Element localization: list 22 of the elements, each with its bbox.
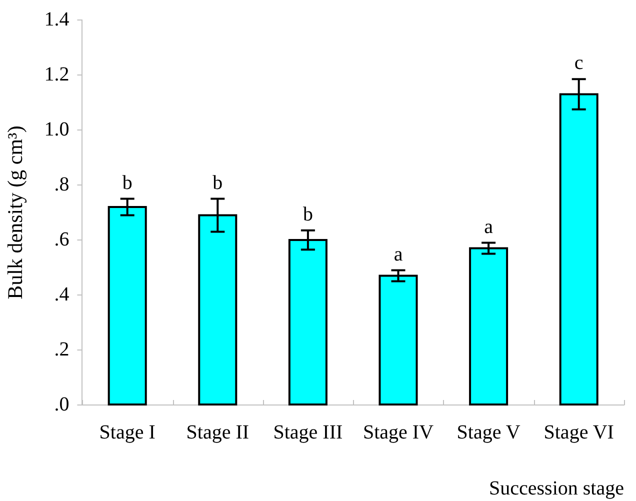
x-tick-label: Stage III [273,421,343,444]
y-tick-label: .6 [54,228,70,250]
y-axis-title: Bulk density (g cm³) [3,126,28,300]
annotation: b [302,203,313,226]
annotation: b [212,172,223,194]
y-tick-label: .2 [54,338,70,360]
x-tick-label: Stage II [186,421,250,444]
y-tick-label: .4 [54,283,70,306]
annotation: b [122,172,132,194]
annotation: c [574,52,584,74]
x-tick-label: Stage VI [544,421,614,444]
x-tick-label: Stage IV [362,421,434,444]
y-tick-label: 1.4 [44,8,70,30]
annotation: a [394,243,403,266]
y-tick-label: .0 [54,393,70,416]
y-tick-label: .8 [54,173,70,196]
x-tick-label: Stage I [99,421,156,444]
y-tick-label: 1.2 [44,63,70,86]
annotation: a [484,216,494,238]
x-tick-label: Stage V [456,421,521,444]
y-tick-label: 1.0 [44,118,70,140]
x-axis-title: Succession stage [489,477,624,500]
